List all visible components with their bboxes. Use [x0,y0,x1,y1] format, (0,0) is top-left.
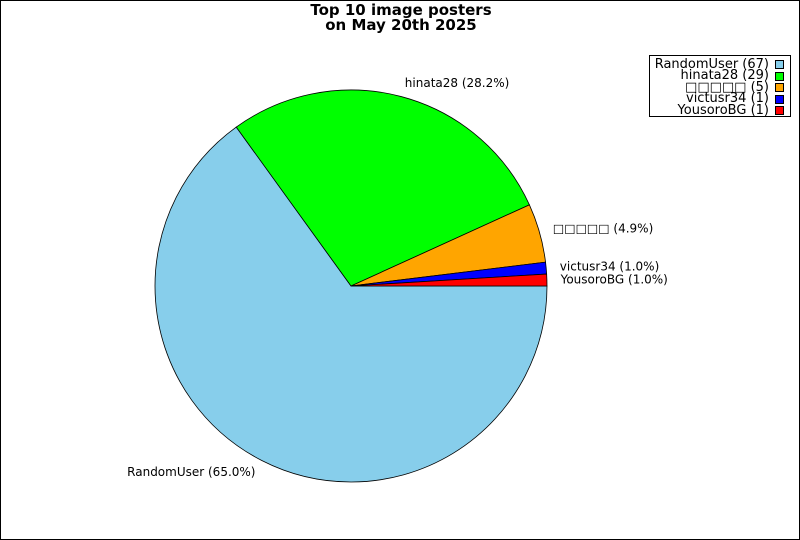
slice-label: victusr34 (1.0%) [560,259,659,273]
chart-legend: RandomUser (67) hinata28 (29) □□□□□ (5) vic… [649,55,791,117]
legend-item: victusr34 (1) [650,91,790,107]
slice-label: □□□□□ (4.9%) [553,222,653,236]
legend-swatch [775,83,784,93]
pie-slice [350,273,548,287]
legend-swatch [775,71,784,81]
legend-item: □□□□□ (5) [650,79,790,95]
legend-item: hinata28 (29) [650,68,790,84]
pie-slice [154,126,548,483]
legend-label: RandomUser (67) [654,56,769,72]
legend-swatch [775,106,784,116]
legend-item: YousoroBG (1) [650,102,790,118]
slice-label: YousoroBG (1.0%) [560,272,668,286]
legend-label: hinata28 (29) [680,68,769,84]
slice-label: hinata28 (28.2%) [405,76,510,90]
legend-label: □□□□□ (5) [685,79,769,95]
legend-label: victusr34 (1) [686,91,769,107]
legend-item: RandomUser (67) [650,56,790,72]
pie-slice [235,89,530,287]
slice-label: RandomUser (65.0%) [127,465,255,479]
legend-swatch [775,60,784,70]
chart-title-line-2: on May 20th 2025 [325,16,477,34]
chart-title-line-1: Top 10 image posters [310,1,492,19]
chart-title: Top 10 image posters on May 20th 2025 [1,1,799,34]
legend-label: YousoroBG (1) [677,102,769,118]
legend-swatch [775,94,784,104]
